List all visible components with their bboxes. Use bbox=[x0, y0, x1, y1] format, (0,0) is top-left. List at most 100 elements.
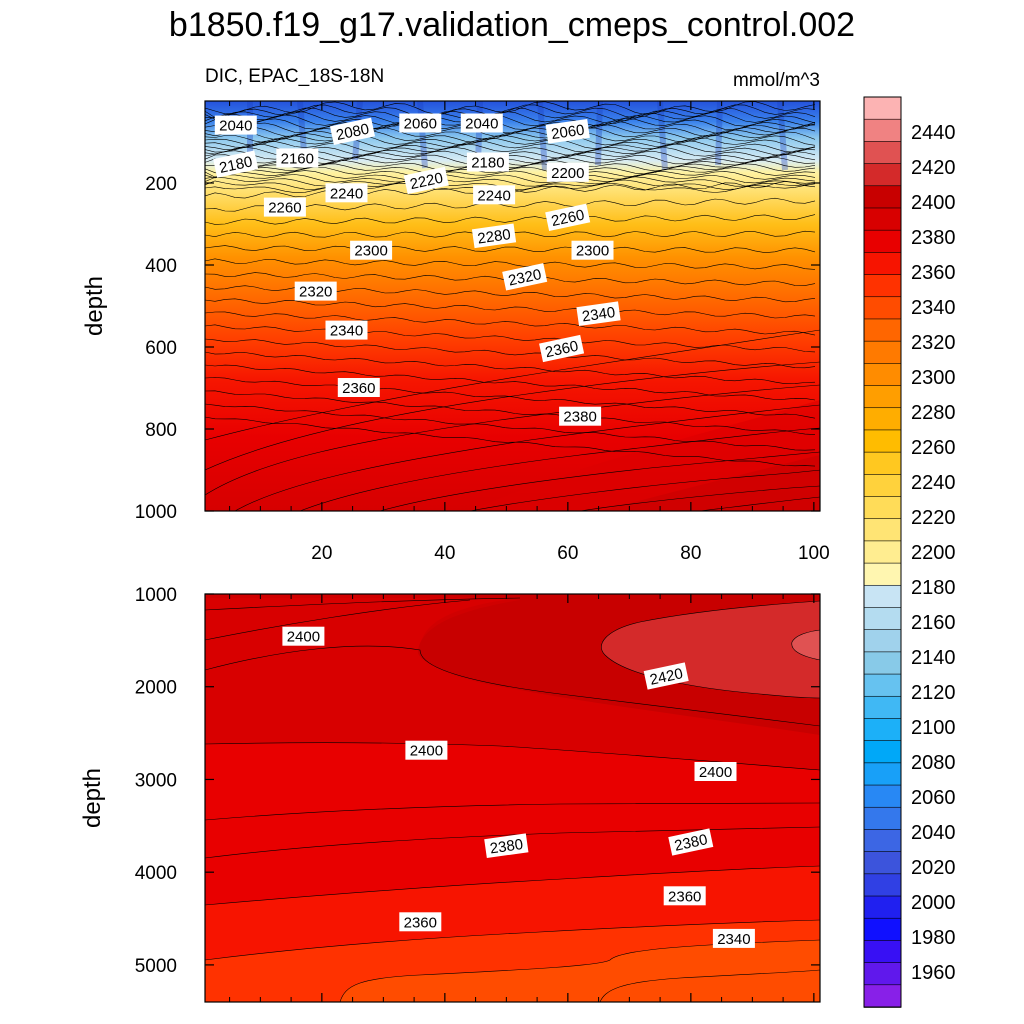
contour-label-text: 2360 bbox=[342, 380, 375, 397]
colorbar-swatch bbox=[863, 318, 902, 342]
colorbar-label: 2020 bbox=[911, 857, 956, 879]
contour-label-box bbox=[712, 928, 755, 948]
x-tick-label: 100 bbox=[798, 543, 830, 564]
x-tick-label: 20 bbox=[311, 543, 332, 564]
contour-label-text: 2340 bbox=[330, 323, 363, 340]
contour-label: 2340 bbox=[576, 301, 621, 327]
colorbar-swatch bbox=[863, 185, 902, 209]
contour-label: 2400 bbox=[694, 762, 737, 781]
contour-line bbox=[205, 599, 471, 641]
colorbar-swatch bbox=[863, 784, 902, 809]
colorbar-swatch bbox=[863, 429, 902, 453]
colorbar-label: 2320 bbox=[911, 332, 956, 354]
lower-plot-frame bbox=[204, 593, 821, 1003]
contour-label-text: 2160 bbox=[281, 150, 314, 167]
colorbar-swatch bbox=[863, 895, 902, 920]
colorbar-label: 2420 bbox=[911, 157, 956, 179]
contour-label: 2200 bbox=[546, 162, 589, 182]
contour-line bbox=[205, 324, 816, 353]
contour-line bbox=[205, 384, 820, 496]
contour-label-text: 2340 bbox=[717, 931, 750, 948]
contour-label: 2300 bbox=[350, 240, 393, 260]
contour-label: 2380 bbox=[484, 833, 529, 859]
contour-line bbox=[699, 496, 820, 511]
contour-line bbox=[205, 131, 816, 144]
contour-line bbox=[205, 311, 816, 336]
colorbar-frame bbox=[863, 96, 902, 1008]
contour-line bbox=[205, 166, 816, 178]
contour-label-text: 2340 bbox=[581, 304, 616, 325]
contour-line bbox=[234, 404, 820, 511]
contour-label: 2240 bbox=[473, 185, 516, 205]
contour-line bbox=[205, 123, 816, 137]
contour-line bbox=[205, 258, 816, 270]
colorbar-swatch bbox=[863, 607, 902, 631]
colorbar-swatch bbox=[863, 385, 902, 409]
contour-label-text: 2180 bbox=[471, 155, 504, 172]
contour-line bbox=[205, 176, 816, 187]
contour-label-text: 2240 bbox=[477, 187, 510, 204]
contour-label: 2360 bbox=[337, 378, 380, 397]
contour-line bbox=[379, 451, 820, 511]
contour-label-box bbox=[399, 912, 442, 932]
contour-line bbox=[205, 245, 816, 254]
contour-line bbox=[205, 826, 820, 859]
contour-label: 2220 bbox=[403, 166, 449, 195]
colorbar-label: 2000 bbox=[911, 892, 956, 914]
contour-label: 2340 bbox=[712, 928, 755, 948]
figure-title: b1850.f19_g17.validation_cmeps_control.0… bbox=[168, 6, 856, 44]
colorbar-swatch bbox=[863, 163, 902, 187]
colorbar-swatch bbox=[863, 651, 902, 675]
contour-label-box bbox=[403, 166, 449, 195]
contour-label-box bbox=[213, 150, 259, 178]
colorbar-label: 2300 bbox=[911, 367, 956, 389]
colorbar-label: 2120 bbox=[911, 682, 956, 704]
y-tick-label: 600 bbox=[145, 338, 177, 359]
contour-line bbox=[205, 173, 816, 184]
contour-label-box bbox=[484, 833, 529, 859]
contour-line bbox=[205, 101, 816, 115]
colorbar-label: 2400 bbox=[911, 192, 956, 214]
contour-label-box bbox=[325, 183, 368, 203]
colorbar-swatch bbox=[863, 562, 902, 587]
contour-line bbox=[205, 364, 816, 401]
contour-label: 2320 bbox=[294, 281, 337, 301]
colorbar-label: 2280 bbox=[911, 402, 956, 424]
contour-label-box bbox=[502, 263, 548, 291]
contour-label: 2320 bbox=[502, 263, 548, 291]
contour-line bbox=[205, 214, 816, 225]
contour-label: 2060 bbox=[399, 113, 442, 133]
contour-label-text: 2240 bbox=[330, 185, 363, 202]
y-tick-label: 400 bbox=[145, 256, 177, 277]
contour-label-box bbox=[471, 223, 517, 249]
contour-label: 2180 bbox=[213, 150, 259, 178]
contour-line bbox=[205, 134, 816, 146]
colorbar-swatch bbox=[863, 252, 902, 276]
contour-label-box bbox=[668, 828, 714, 856]
colorbar-label: 2180 bbox=[911, 577, 956, 599]
contour-label-box bbox=[545, 118, 590, 144]
contour-label: 2080 bbox=[329, 117, 376, 145]
contour-line bbox=[205, 107, 816, 122]
colorbar: 2440 2420 2400 2380 2360 2340 2320 2300 2280 2260… bbox=[863, 96, 956, 1008]
colorbar-swatch bbox=[863, 873, 902, 897]
lower-plot-panel: 2400 2420 2400 2400 2380 2380 2360 2360 2340 100… bbox=[79, 585, 821, 1003]
contour-line bbox=[205, 338, 816, 369]
y-tick-label: 800 bbox=[145, 420, 177, 441]
contour-line bbox=[205, 197, 816, 212]
contour-label: 2300 bbox=[571, 240, 614, 260]
contour-line bbox=[205, 361, 820, 471]
contour-line bbox=[205, 351, 816, 385]
lower-contour-labels: 2400 2420 2400 2400 2380 2380 2360 2360 2340 bbox=[282, 626, 755, 948]
colorbar-swatch bbox=[863, 584, 902, 609]
contour-label-box bbox=[263, 197, 306, 217]
colorbar-swatch bbox=[863, 229, 902, 254]
contour-line bbox=[601, 600, 820, 699]
colorbar-label: 2100 bbox=[911, 717, 956, 739]
contour-label-box bbox=[214, 115, 257, 135]
contour-label-box bbox=[460, 113, 503, 133]
colorbar-label: 2220 bbox=[911, 507, 956, 529]
colorbar-swatch bbox=[863, 673, 902, 698]
colorbar-label: 2200 bbox=[911, 542, 956, 564]
contour-label: 2400 bbox=[405, 740, 448, 760]
